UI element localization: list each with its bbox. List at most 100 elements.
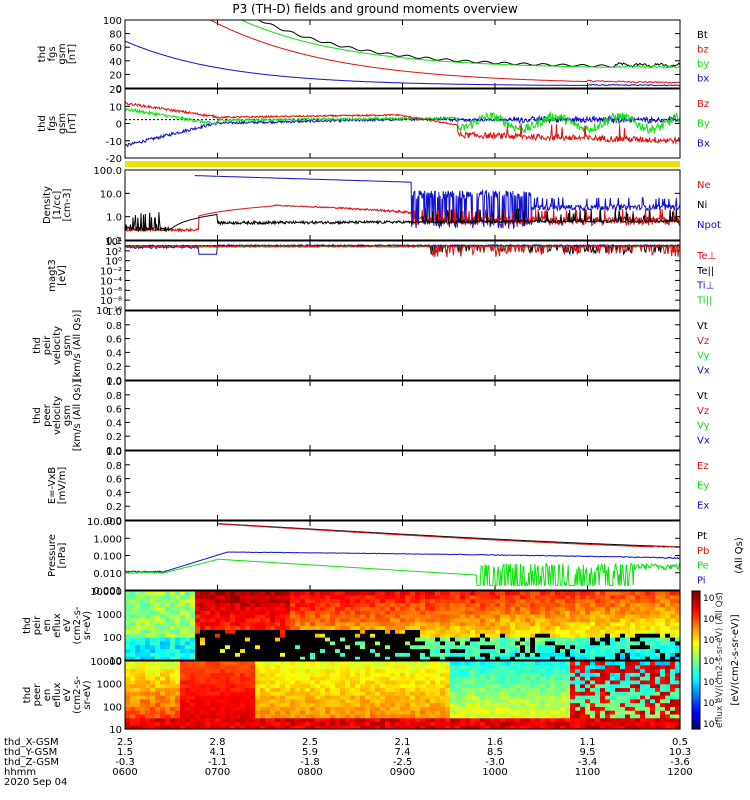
heatmap-cell [630,676,636,681]
heatmap-cell [450,672,456,677]
heatmap-cell [310,594,316,600]
heatmap-cell [250,702,256,707]
heatmap-cell [580,621,586,627]
heatmap-cell [585,617,591,623]
heatmap-cell [275,710,281,715]
date-label: 2020 Sep 04 [4,777,67,788]
heatmap-cell [590,648,596,653]
heatmap-cell [600,656,606,661]
legend-entry: Te⊥ [696,251,716,262]
heatmap-cell [555,683,561,689]
heatmap-cell [180,695,186,700]
heatmap-cell [415,629,421,634]
heatmap-cell [675,691,681,696]
heatmap-cell [235,676,241,681]
heatmap-cell [460,706,466,711]
heatmap-cell [235,606,241,611]
heatmap-cell [605,698,611,704]
heatmap-cell [580,656,586,661]
heatmap-cell [555,656,561,661]
heatmap-cell [330,668,336,673]
heatmap-cell [490,625,496,630]
heatmap-cell [165,672,171,677]
heatmap-cell [350,640,356,646]
heatmap-cell [580,629,586,634]
heatmap-cell [390,617,396,623]
heatmap-cell [645,661,651,666]
heatmap-cell [555,629,561,634]
heatmap-cell [440,648,446,653]
heatmap-cell [270,591,276,596]
x-row-value: 1.6 [487,737,503,748]
heatmap-cell [640,594,646,600]
heatmap-cell [280,617,286,623]
heatmap-cell [520,725,526,730]
heatmap-cell [280,633,286,638]
heatmap-cell [580,661,586,666]
heatmap-cell [370,695,376,700]
heatmap-cell [490,687,496,692]
heatmap-cell [140,664,146,670]
heatmap-cell [295,644,301,650]
heatmap-cell [375,656,381,661]
heatmap-cell [455,717,461,723]
heatmap-cell [175,606,181,611]
heatmap-cell [175,695,181,700]
heatmap-cell [490,676,496,681]
heatmap-cell [250,656,256,661]
heatmap-cell [265,706,271,711]
heatmap-cell [325,687,331,692]
heatmap-cell [385,698,391,704]
heatmap-cell [430,606,436,611]
heatmap-cell [530,614,536,619]
heatmap-cell [420,691,426,696]
y-axis-label: Pressure [47,534,58,577]
y-tick-label: 60 [109,43,122,54]
colorbar-swatch [692,655,700,659]
heatmap-cell [205,606,211,611]
heatmap-cell [200,640,206,646]
heatmap-cell [400,661,406,666]
heatmap-cell [240,648,246,653]
heatmap-cell [315,661,321,666]
legend-entry: Bt [697,30,708,41]
heatmap-cell [605,621,611,627]
heatmap-cell [640,676,646,681]
heatmap-cell [165,625,171,630]
heatmap-cell [140,602,146,607]
heatmap-cell [545,687,551,692]
heatmap-cell [200,672,206,677]
y-tick-label: 10 [109,102,122,113]
heatmap-cell [295,687,301,692]
heatmap-cell [390,691,396,696]
heatmap-cell [585,633,591,638]
heatmap-cell [140,610,146,615]
heatmap-cell [295,672,301,677]
heatmap-cell [130,702,136,707]
heatmap-cell [605,695,611,700]
heatmap-cell [480,625,486,630]
heatmap-cell [175,652,181,657]
heatmap-cell [240,656,246,661]
heatmap-cell [475,633,481,638]
heatmap-cell [470,710,476,715]
heatmap-cell [340,610,346,615]
heatmap-cell [375,713,381,719]
heatmap-cell [350,695,356,700]
colorbar-swatch [692,604,700,608]
heatmap-cell [155,648,161,653]
heatmap-cell [395,640,401,646]
heatmap-cell [235,710,241,715]
heatmap-cell [440,721,446,726]
heatmap-cell [590,614,596,619]
heatmap-cell [205,710,211,715]
heatmap-cell [415,683,421,689]
heatmap-cell [130,640,136,646]
heatmap-cell [630,614,636,619]
heatmap-cell [290,637,296,642]
heatmap-cell [370,640,376,646]
heatmap-cell [300,617,306,623]
heatmap-cell [255,621,261,627]
heatmap-cell [515,614,521,619]
heatmap-cell [155,679,161,685]
